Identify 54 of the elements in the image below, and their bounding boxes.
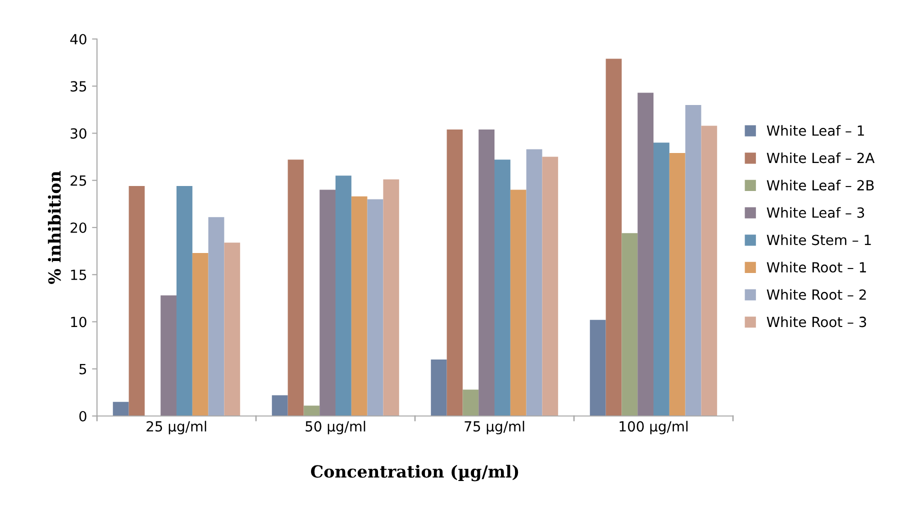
legend-label: White Stem – 1 — [766, 234, 871, 246]
y-tick-label: 0 — [79, 410, 86, 422]
bar — [510, 190, 526, 416]
x-tick-label: 25 µg/ml — [146, 420, 206, 434]
bar — [462, 390, 479, 416]
y-tick-label: 5 — [80, 364, 86, 374]
bar — [446, 129, 463, 416]
bar — [288, 160, 304, 416]
bar — [685, 104, 702, 416]
bar — [430, 359, 447, 416]
bar — [606, 58, 622, 416]
bar — [638, 92, 654, 416]
y-tick-label: 25 — [70, 175, 86, 186]
bar — [669, 153, 686, 416]
bar — [128, 186, 145, 416]
bar — [542, 156, 558, 416]
bar — [526, 149, 542, 416]
legend-label: White Root – 1 — [766, 262, 866, 273]
y-tick-label: 30 — [70, 128, 86, 139]
bar — [478, 129, 494, 416]
bar — [208, 217, 224, 416]
legend-label: White Leaf – 3 — [766, 207, 864, 218]
x-tick-label: 50 µg/ml — [306, 420, 366, 434]
legend-label: White Leaf – 2B — [766, 180, 874, 191]
x-tick-label: 100 µg/ml — [620, 420, 688, 434]
bar — [192, 252, 208, 416]
bar — [224, 242, 240, 416]
bar — [336, 176, 352, 416]
y-tick-label: 20 — [70, 222, 86, 233]
bar — [383, 179, 400, 416]
bar — [622, 233, 638, 416]
y-axis-title: % inhibition — [48, 170, 61, 284]
bar — [654, 142, 670, 416]
bar — [160, 295, 176, 416]
legend-label: White Leaf – 2A — [766, 152, 875, 164]
y-tick-label: 35 — [70, 81, 86, 92]
bar — [590, 320, 606, 416]
bar — [272, 395, 288, 416]
legend-label: White Root – 2 — [766, 289, 866, 300]
bar — [494, 160, 510, 416]
legend-label: White Leaf – 1 — [766, 125, 864, 136]
bar — [176, 186, 192, 416]
bar — [304, 406, 320, 416]
bar — [112, 402, 129, 416]
x-axis-title: Concentration (µg/ml) — [311, 464, 518, 482]
bar — [320, 190, 336, 416]
bar — [701, 126, 718, 416]
y-tick-label: 40 — [70, 34, 86, 44]
bar — [367, 199, 384, 416]
y-tick-label: 10 — [71, 316, 86, 328]
legend-label: White Root – 3 — [766, 316, 866, 328]
bar — [351, 196, 368, 416]
y-tick-label: 15 — [71, 270, 86, 280]
x-tick-label: 75 µg/ml — [464, 420, 524, 434]
